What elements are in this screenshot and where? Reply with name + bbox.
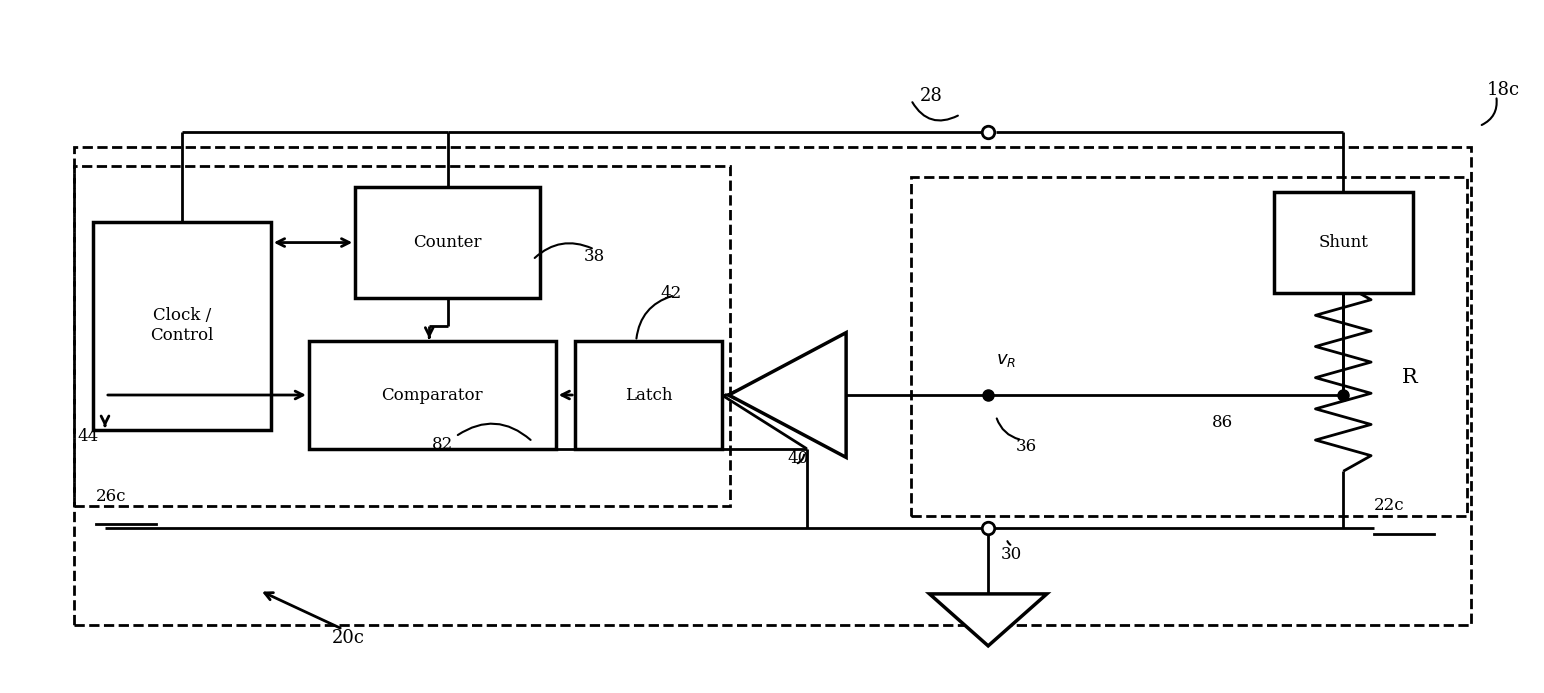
Bar	[911, 177, 1467, 516]
Text: Comparator: Comparator	[381, 387, 483, 403]
Text: 38: 38	[584, 248, 605, 265]
Text: R: R	[1402, 368, 1417, 387]
Text: 44: 44	[77, 428, 99, 445]
Text: 20c: 20c	[332, 629, 364, 647]
Bar	[1274, 192, 1413, 292]
Bar	[574, 342, 723, 449]
Text: 18c: 18c	[1487, 81, 1519, 99]
Polygon shape	[729, 333, 846, 457]
Text: 28: 28	[920, 87, 943, 105]
Text: 42: 42	[661, 286, 682, 302]
Text: 22c: 22c	[1374, 498, 1405, 514]
Bar	[74, 166, 730, 506]
Bar	[74, 147, 1471, 625]
Text: $v_R$: $v_R$	[996, 351, 1016, 369]
Text: 86: 86	[1212, 414, 1234, 431]
Text: 36: 36	[1016, 439, 1038, 455]
Text: 26c: 26c	[96, 488, 127, 505]
Text: Counter: Counter	[414, 234, 482, 251]
Polygon shape	[929, 594, 1047, 646]
Bar	[309, 342, 556, 449]
Text: Shunt: Shunt	[1319, 234, 1368, 251]
Text: 30: 30	[1001, 546, 1022, 563]
Text: Clock /
Control: Clock / Control	[150, 308, 215, 344]
Text: 40: 40	[787, 450, 809, 467]
Text: 82: 82	[432, 437, 454, 453]
Bar	[355, 187, 540, 298]
Text: Latch: Latch	[625, 387, 672, 403]
Bar	[93, 222, 272, 430]
